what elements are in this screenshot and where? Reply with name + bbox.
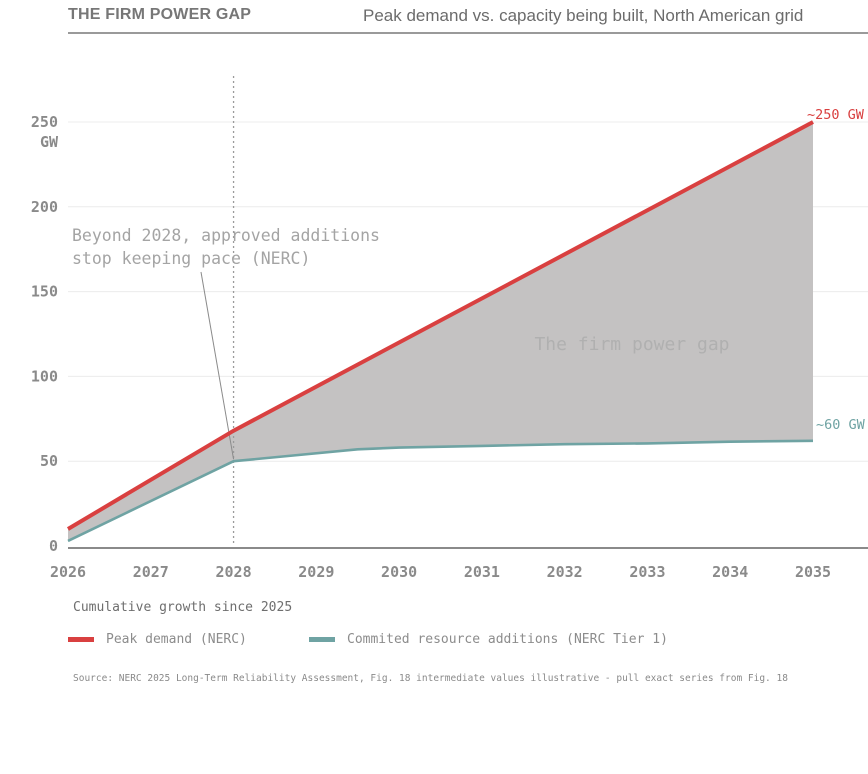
gap-area [68,122,813,541]
end-label-demand: ~250 GW [807,107,865,123]
x-tick-label: 2030 [381,563,417,581]
chart-subtitle: Peak demand vs. capacity being built, No… [363,6,804,25]
x-tick-label: 2027 [133,563,169,581]
x-tick-label: 2029 [298,563,334,581]
x-tick-label: 2031 [464,563,500,581]
legend-swatch-additions [309,636,335,642]
series-line-demand [66,120,814,531]
y-tick-label: 150 [31,283,58,301]
source-note: Source: NERC 2025 Long-Term Reliability … [73,673,788,684]
chart-title: THE FIRM POWER GAP [68,6,252,23]
y-tick-label: GW [40,133,59,151]
x-axis-ticks: 2026 2027 2028 2029 2030 2031 2032 2033 2034 2035 [50,563,831,581]
end-label-additions: ~60 GW [816,417,866,433]
y-tick-label: 200 [31,198,58,216]
x-tick-label: 2035 [795,563,831,581]
chart-header: THE FIRM POWER GAP Peak demand vs. capac… [68,6,868,28]
legend-label-demand: Peak demand (NERC) [106,631,247,647]
x-tick-label: 2034 [712,563,748,581]
x-tick-label: 2033 [629,563,665,581]
legend-item-additions: Commited resource additions (NERC Tier 1… [309,630,668,648]
legend-item-demand: Peak demand (NERC) [68,630,247,648]
x-tick-label: 2032 [547,563,583,581]
annotation-text-line-1: Beyond 2028, approved additions [72,226,380,245]
annotation-text-line-2: stop keeping pace (NERC) [72,249,310,268]
x-tick-label: 2028 [215,563,251,581]
legend-swatch-demand [68,636,94,642]
y-tick-label: 0 [49,537,58,555]
y-tick-label: 100 [31,367,58,385]
legend-title: Cumulative growth since 2025 [73,600,293,615]
y-tick-label: 250 [31,113,58,131]
gap-label: The firm power gap [534,334,729,355]
y-axis-ticks: 0 50 100 150 200 250 GW [31,113,59,555]
x-tick-label: 2026 [50,563,86,581]
series-line-additions [67,439,814,543]
y-tick-label: 50 [40,452,58,470]
annotation-leader-line [200,271,235,460]
legend-label-additions: Commited resource additions (NERC Tier 1… [347,631,668,647]
chart-canvas: The firm power gap Beyond 2028, approved… [31,76,868,581]
title-divider [68,32,868,34]
